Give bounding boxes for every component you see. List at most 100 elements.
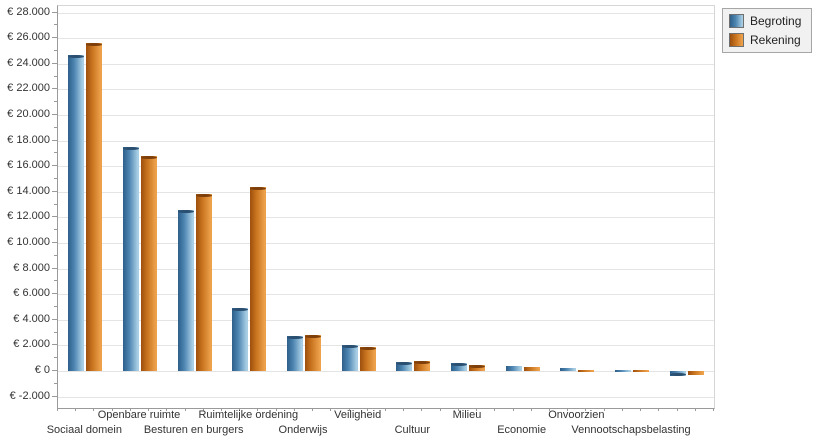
bar-cap [195,193,212,197]
y-tick-label: € -2.000 [9,389,50,402]
gridline [58,140,714,142]
bar-begroting-1 [123,147,139,371]
bar-cap [250,187,267,191]
y-tick [52,11,57,13]
x-tick [603,408,605,411]
x-axis-label: Openbare ruimte [97,409,181,421]
x-tick [166,408,168,411]
gridline [58,38,714,40]
gridline [58,345,714,347]
x-tick [713,408,714,411]
bar-rekening-7 [469,364,485,371]
y-minor-tick [54,382,57,384]
x-tick [439,408,441,411]
y-minor-tick [54,152,57,154]
x-tick [111,408,113,411]
bar-begroting-6 [396,361,413,371]
bar-rekening-5 [359,347,376,371]
gridline [58,12,714,14]
x-tick [275,408,277,411]
bar-cap [123,147,139,150]
y-tick [52,293,57,295]
gridline [58,166,714,168]
gridline [58,294,714,296]
bar-cap [414,361,431,365]
y-tick [52,267,57,269]
bar-cap [359,347,376,351]
legend-label-rekening: Rekening [750,33,801,47]
rekening-swatch-icon [729,33,744,47]
x-tick [549,408,550,411]
bar-rekening-2 [195,193,212,371]
bar-begroting-4 [287,336,303,371]
gridline [58,243,714,244]
gridline [58,268,714,270]
y-tick [52,190,57,192]
y-minor-tick [54,126,57,128]
x-tick [385,408,386,411]
gridline [58,319,714,321]
y-tick-label: € 2.000 [13,338,50,351]
x-tick [476,408,478,411]
x-tick [640,408,642,411]
bar-rekening-3 [250,187,267,371]
gridline [58,89,714,91]
y-minor-tick [54,280,57,282]
bar-rekening-6 [414,361,431,371]
y-minor-tick [54,101,57,103]
gridline [58,371,714,372]
y-minor-tick [54,306,57,307]
x-axis-label: Milieu [452,409,482,421]
y-tick [52,165,57,167]
x-axis-label: Vennootschapsbelasting [571,424,691,436]
y-tick [52,139,57,141]
y-tick-label: € 18.000 [7,133,50,146]
y-tick [52,318,57,320]
bar-cap [86,43,103,47]
y-minor-tick [54,357,57,359]
y-tick-label: € 28.000 [7,5,50,18]
y-tick-label: € 16.000 [7,159,50,172]
y-minor-tick [54,331,57,333]
bar-cap [341,344,358,348]
x-tick [184,408,186,411]
x-tick [93,408,95,411]
bar-rekening-8 [523,366,540,371]
y-tick-label: € 24.000 [7,56,50,69]
y-minor-tick [54,203,57,205]
bar-cap [469,364,485,368]
y-tick-label: € 26.000 [7,31,50,44]
x-tick [585,408,587,411]
x-tick [348,408,350,411]
bar-cap [287,336,303,340]
y-tick-label: € 14.000 [7,184,50,197]
x-tick [457,408,459,411]
y-tick [52,370,57,371]
x-tick [312,408,314,411]
gridline [58,217,714,219]
x-tick [293,408,295,411]
y-tick-label: € 10.000 [7,236,50,248]
x-axis-label: Sociaal domein [46,424,122,436]
y-tick [52,114,57,115]
y-minor-tick [54,178,57,179]
gridline [58,191,714,193]
x-axis-label: Economie [497,424,547,436]
bar-rekening-9 [578,370,595,373]
x-tick [512,408,514,411]
x-tick [75,408,77,411]
y-tick-label: € 12.000 [7,210,50,223]
x-tick [330,408,332,411]
y-tick-label: € 4.000 [13,312,50,325]
bar-rekening-10 [633,369,649,372]
y-tick [52,37,57,39]
bar-rekening-11 [687,371,704,376]
x-tick [621,408,623,411]
y-tick [52,216,57,218]
bar-rekening-0 [86,43,103,371]
bar-begroting-8 [505,366,522,371]
y-minor-tick [54,75,57,77]
y-tick [52,88,57,90]
bar-cap [396,361,413,365]
legend-label-begroting: Begroting [750,14,802,28]
